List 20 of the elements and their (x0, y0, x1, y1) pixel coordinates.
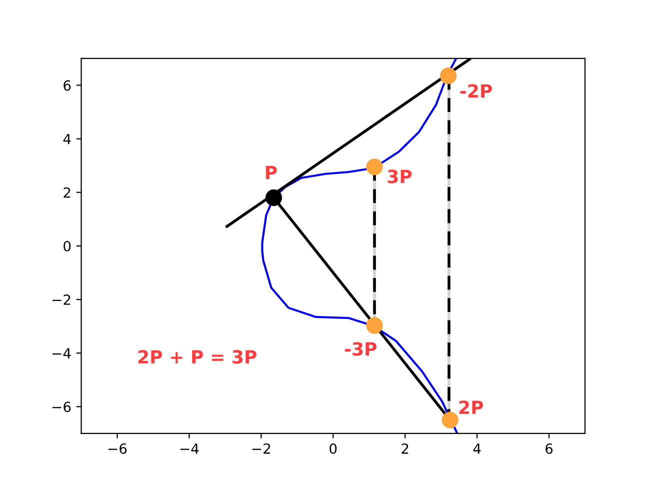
y-tick-label: 0 (64, 240, 71, 252)
y-tick-label: −2 (52, 294, 70, 305)
annotation: 3P (388, 170, 412, 184)
x-tick-label: 0 (330, 443, 337, 454)
annotation: -3P (344, 342, 377, 356)
y-tick-label: 4 (63, 134, 71, 144)
x-tick-label: −6 (108, 443, 127, 454)
annotation: 2P + P = 3P (138, 350, 256, 364)
y-tick-label: −4 (52, 348, 71, 358)
x-tick-label: 4 (473, 444, 481, 454)
y-tick-label: 2 (64, 187, 70, 198)
x-tick-label: −2 (252, 443, 270, 454)
x-tick-label: −4 (180, 444, 199, 454)
annotation: 2P (459, 400, 484, 414)
y-tick-label: 6 (64, 80, 71, 91)
x-tick-label: 2 (402, 443, 408, 454)
annotation: P (266, 166, 277, 180)
y-tick-label: −6 (52, 402, 71, 412)
annotation: -2P (460, 84, 492, 98)
x-tick-label: 6 (546, 443, 553, 454)
